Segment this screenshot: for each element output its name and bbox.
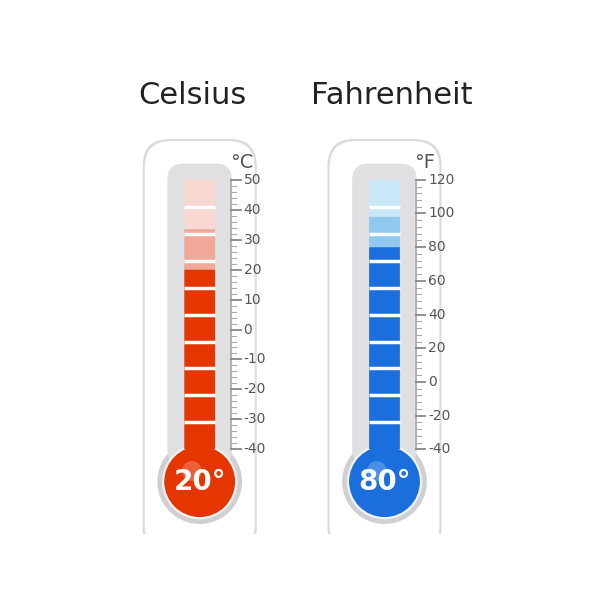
Text: 20: 20 [428,341,446,355]
FancyBboxPatch shape [328,139,442,555]
Text: -20: -20 [428,409,451,422]
FancyBboxPatch shape [352,164,417,466]
FancyBboxPatch shape [369,247,400,449]
Text: -10: -10 [244,352,266,367]
Text: 0: 0 [428,375,437,389]
Circle shape [342,439,427,524]
Text: -20: -20 [244,382,266,397]
Text: 100: 100 [428,206,455,220]
FancyBboxPatch shape [369,217,400,247]
Text: -40: -40 [428,442,451,456]
Circle shape [347,444,422,520]
FancyBboxPatch shape [184,180,215,229]
FancyBboxPatch shape [369,180,400,217]
Text: 80°: 80° [358,467,411,496]
Text: 120: 120 [428,173,455,187]
FancyBboxPatch shape [184,269,215,449]
FancyBboxPatch shape [143,139,257,555]
Circle shape [164,446,235,517]
Text: 30: 30 [244,233,261,247]
FancyBboxPatch shape [329,140,440,552]
Circle shape [182,461,202,481]
FancyBboxPatch shape [167,164,232,466]
FancyBboxPatch shape [184,229,215,269]
Text: -30: -30 [244,412,266,427]
Text: 60: 60 [428,274,446,288]
Text: 50: 50 [244,173,261,187]
Text: 20: 20 [244,263,261,277]
Text: Fahrenheit: Fahrenheit [311,80,473,110]
Circle shape [157,439,242,524]
Text: °C: °C [230,154,253,172]
Circle shape [367,461,386,481]
Circle shape [349,446,420,517]
FancyBboxPatch shape [144,140,255,552]
Text: 40: 40 [428,308,446,322]
Text: -40: -40 [244,442,266,456]
Text: 80: 80 [428,240,446,254]
Circle shape [162,444,238,520]
Text: 20°: 20° [173,467,226,496]
Text: 10: 10 [244,293,261,307]
Text: 40: 40 [244,203,261,217]
Text: 0: 0 [244,323,253,337]
Text: Celsius: Celsius [138,80,246,110]
Text: °F: °F [415,154,436,172]
